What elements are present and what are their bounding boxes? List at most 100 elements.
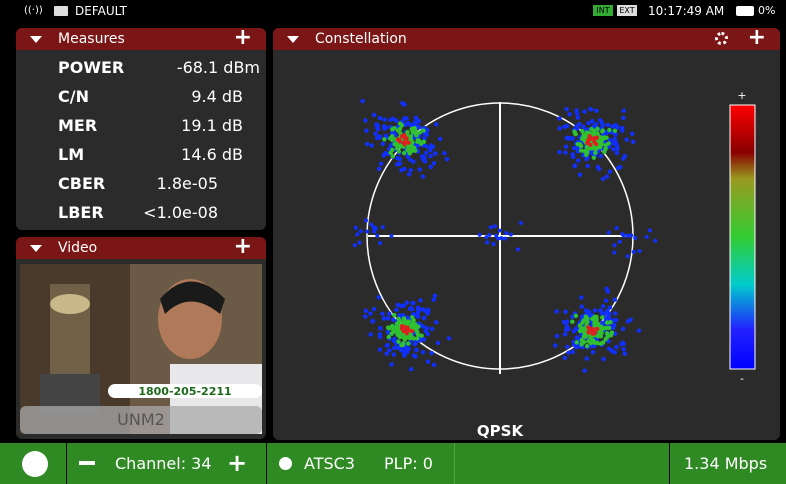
symbol-point — [391, 317, 395, 321]
measure-label: LM — [58, 145, 84, 164]
symbol-point — [370, 319, 374, 323]
symbol-point — [386, 343, 390, 347]
symbol-point — [409, 367, 413, 371]
symbol-point — [375, 234, 379, 238]
panel-header[interactable]: Video+ — [16, 237, 266, 259]
symbol-point — [478, 233, 482, 237]
symbol-point — [563, 356, 567, 360]
symbol-point — [554, 309, 558, 313]
symbol-point — [587, 309, 591, 313]
symbol-point — [618, 240, 622, 244]
measure-value: 14.6 dB — [181, 145, 243, 164]
symbol-point — [598, 118, 602, 122]
symbol-point — [417, 125, 421, 129]
measure-value: <1.0e-08 — [143, 203, 218, 222]
symbol-point — [600, 315, 604, 319]
symbol-point — [630, 132, 634, 136]
symbol-point — [417, 139, 421, 143]
symbol-point — [402, 151, 406, 155]
symbol-point — [372, 113, 376, 117]
symbol-point — [421, 324, 425, 328]
modulation: QPSK — [477, 422, 525, 440]
symbol-point — [580, 129, 584, 133]
symbol-point — [555, 334, 559, 338]
channel-up[interactable]: + — [227, 453, 247, 473]
symbol-point — [573, 164, 577, 168]
symbol-point — [434, 122, 438, 126]
symbol-point — [388, 118, 392, 122]
symbol-point — [390, 127, 394, 131]
symbol-point — [509, 232, 513, 236]
symbol-point — [608, 170, 612, 174]
symbol-point — [564, 328, 568, 332]
panel-header[interactable]: Measures+ — [16, 28, 266, 50]
symbol-point — [572, 130, 576, 134]
battery: 0% — [758, 0, 775, 22]
measures-panel: Measures+ POWER-68.1 dBmC/N9.4 dBMER19.1… — [16, 28, 266, 230]
symbol-point — [425, 311, 429, 315]
symbol-point — [400, 324, 404, 328]
symbol-point — [516, 247, 520, 251]
standard: ATSC3 — [304, 443, 355, 484]
symbol-point — [629, 233, 633, 237]
add-button[interactable]: + — [234, 28, 252, 48]
symbol-point — [645, 235, 649, 239]
symbol-point — [353, 243, 357, 247]
symbol-point — [406, 341, 410, 345]
add-button[interactable]: + — [234, 237, 252, 257]
symbol-point — [431, 145, 435, 149]
symbol-point — [553, 343, 557, 347]
symbol-point — [360, 99, 364, 103]
symbol-point — [599, 154, 603, 158]
symbol-point — [615, 226, 619, 230]
symbol-point — [392, 337, 396, 341]
symbol-point — [597, 167, 601, 171]
scale-bottom: - — [740, 372, 744, 385]
symbol-point — [589, 341, 593, 345]
symbol-point — [403, 319, 407, 323]
symbol-point — [519, 221, 523, 225]
symbol-point — [373, 132, 377, 136]
symbol-point — [398, 121, 402, 125]
channel-down[interactable] — [79, 461, 95, 465]
symbol-point — [382, 316, 386, 320]
symbol-point — [418, 298, 422, 302]
badge: INT — [593, 5, 613, 16]
symbol-point — [411, 127, 415, 131]
symbol-point — [607, 347, 611, 351]
symbol-point — [637, 249, 641, 253]
channel: Channel: 34 — [115, 443, 212, 484]
symbol-point — [613, 297, 617, 301]
symbol-point — [413, 326, 417, 330]
symbol-point — [412, 353, 416, 357]
symbol-point — [413, 120, 417, 124]
bitrate-box: 1.34 Mbps — [670, 443, 786, 484]
symbol-point — [605, 174, 609, 178]
symbol-point — [622, 347, 626, 351]
symbol-point — [445, 157, 449, 161]
symbol-point — [420, 307, 424, 311]
symbol-point — [369, 332, 373, 336]
symbol-point — [372, 227, 376, 231]
symbol-point — [585, 344, 589, 348]
standard-info: ATSC3 PLP: 0 — [267, 443, 669, 484]
symbol-point — [387, 311, 391, 315]
symbol-point — [503, 237, 507, 241]
symbol-point — [354, 226, 358, 230]
symbol-point — [386, 316, 390, 320]
symbol-point — [494, 234, 498, 238]
symbol-point — [591, 350, 595, 354]
symbol-point — [409, 168, 413, 172]
symbol-point — [438, 137, 442, 141]
symbol-point — [393, 142, 397, 146]
symbol-point — [433, 293, 437, 297]
symbol-point — [414, 116, 418, 120]
symbol-point — [615, 147, 619, 151]
symbol-point — [409, 306, 413, 310]
symbol-point — [616, 166, 620, 170]
symbol-point — [576, 158, 580, 162]
scale-top: + — [737, 89, 746, 102]
home-button[interactable] — [0, 443, 66, 484]
symbol-point — [586, 325, 590, 329]
symbol-point — [413, 130, 417, 134]
